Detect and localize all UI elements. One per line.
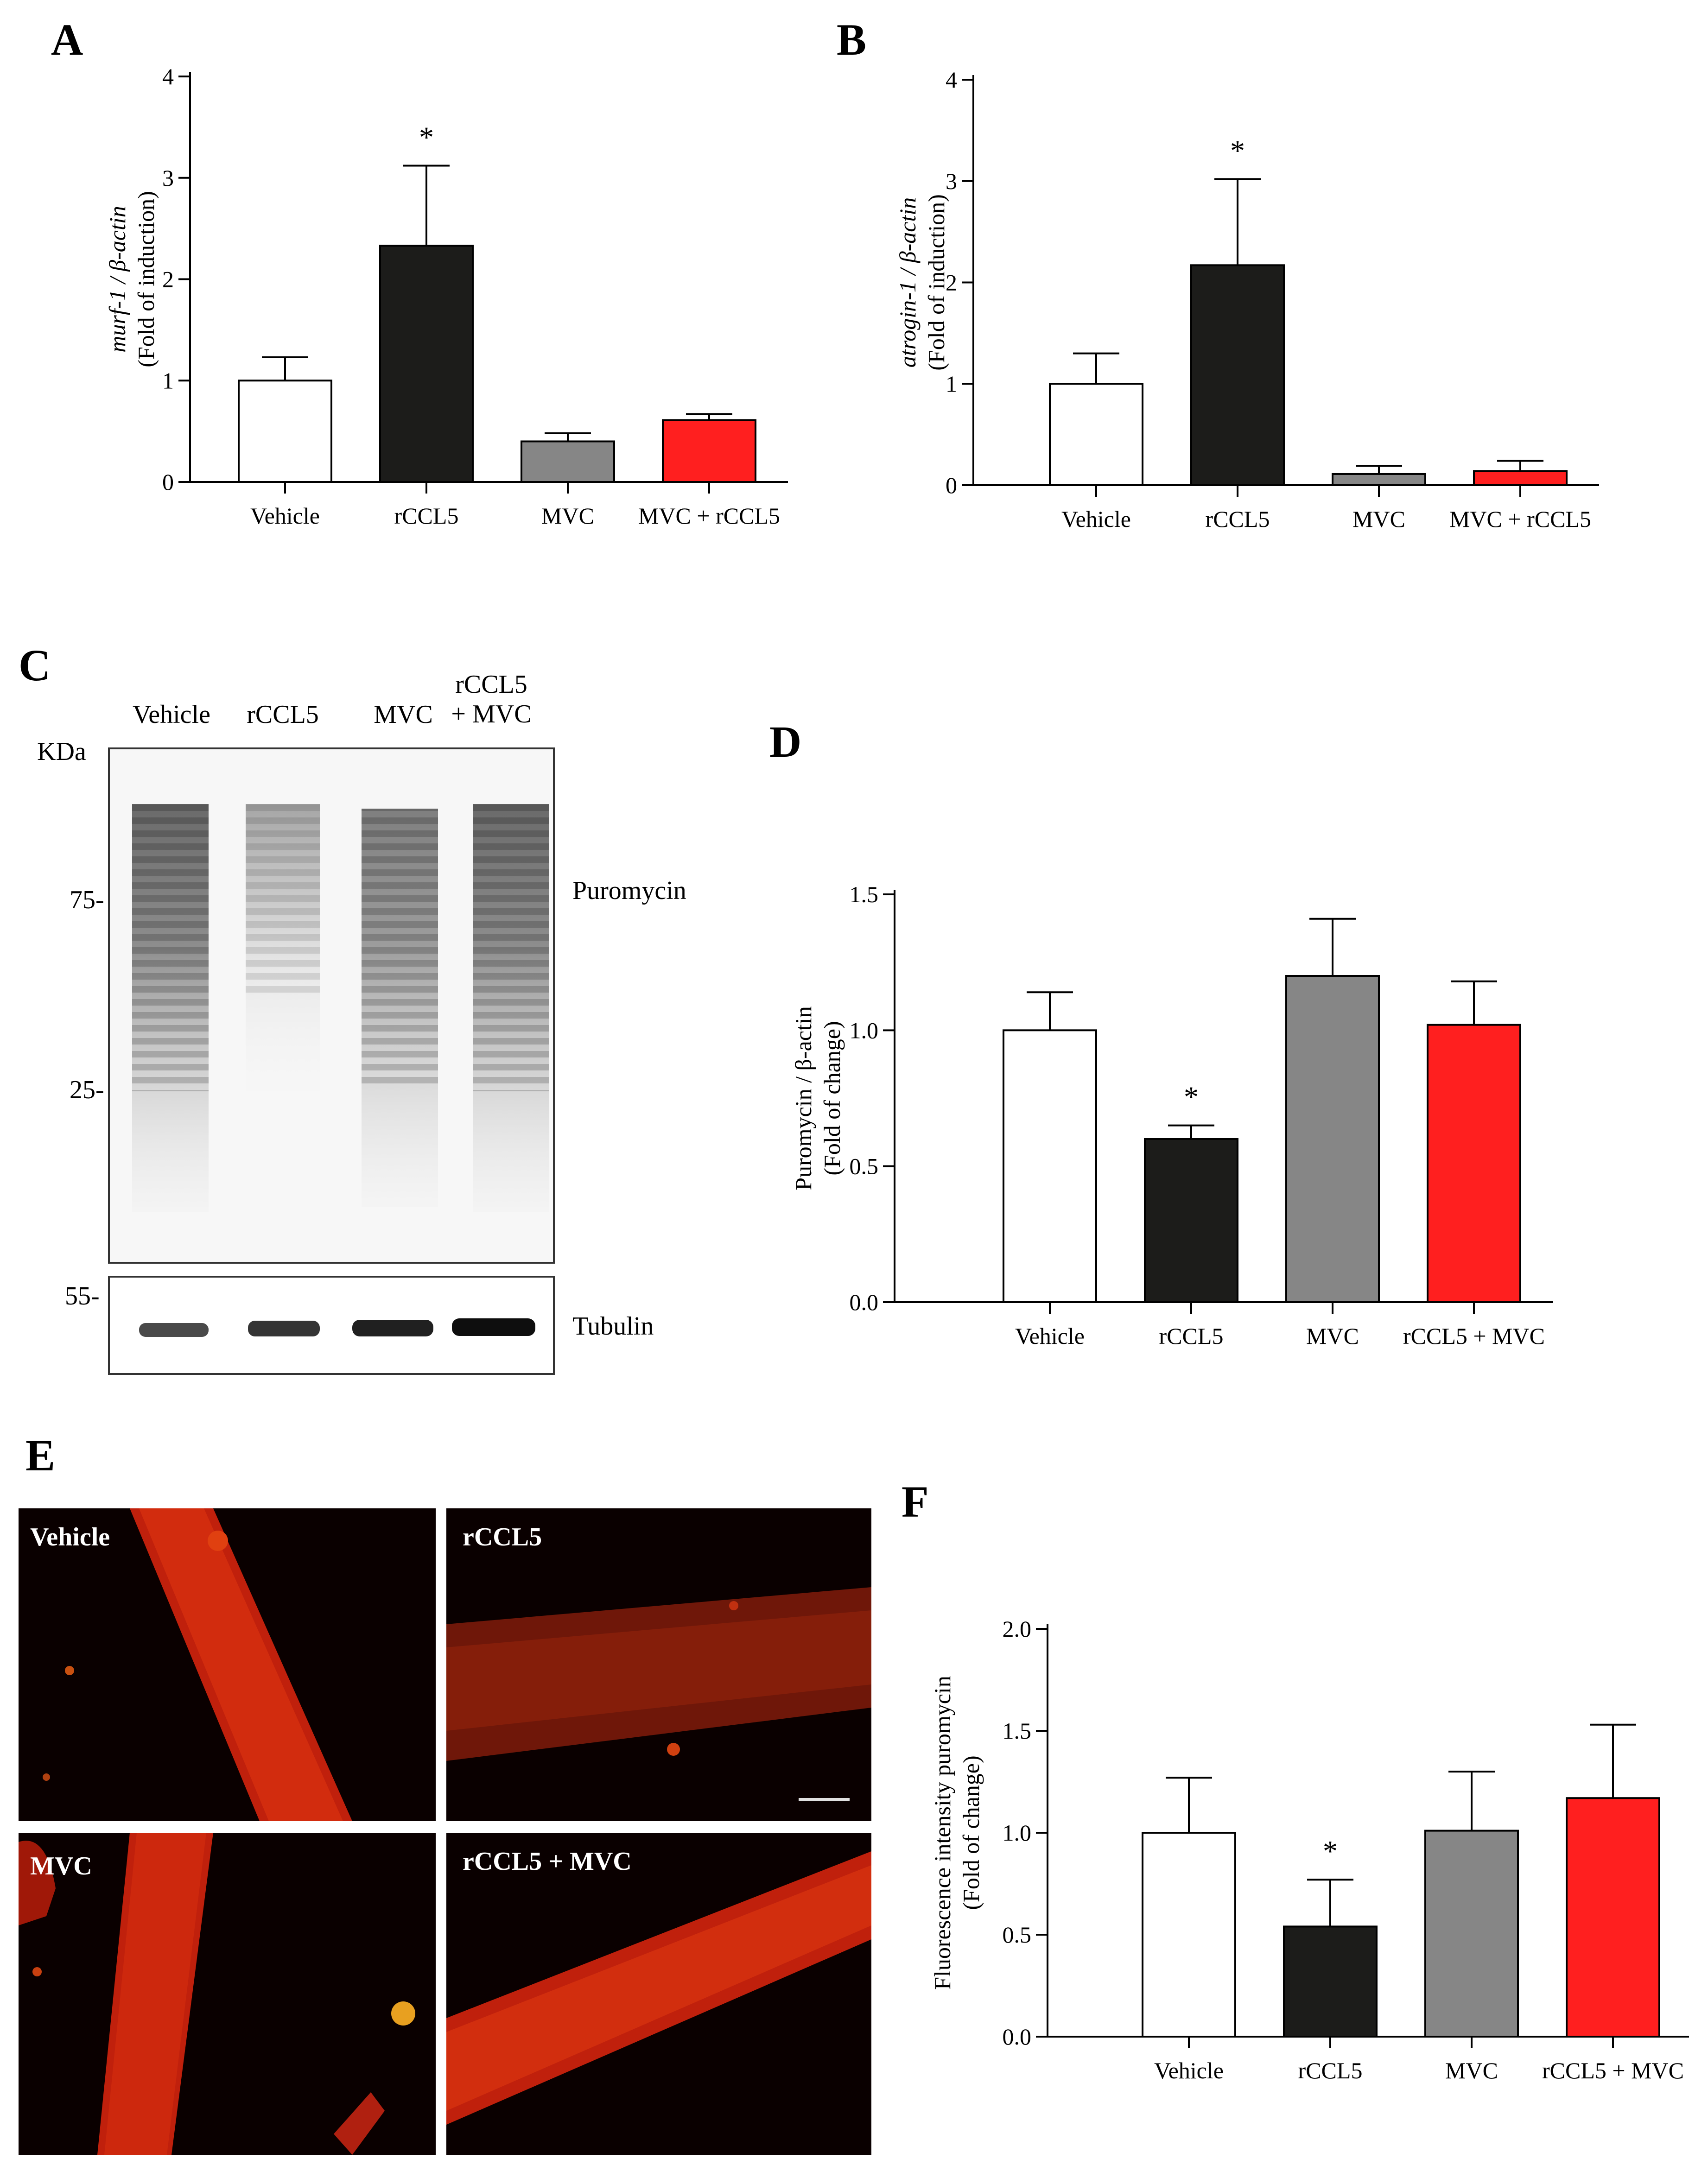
chart-a-xtick-label: MVC + rCCL5 [638, 503, 780, 529]
chart-f-bar-rccl5 [1283, 1925, 1378, 2038]
micrograph-rccl5: rCCL5 [446, 1508, 871, 1821]
blot-lane-label-vehicle: Vehicle [133, 700, 210, 729]
chart-b-significance-star: * [1230, 134, 1245, 167]
chart-f-ytick-label: 0.0 [1003, 2024, 1032, 2050]
chart-d-ytick-label: 1.5 [850, 881, 879, 907]
chart-a-ytick-label: 1 [162, 367, 174, 393]
chart-d-bar-mvc [1285, 975, 1380, 1303]
chart-f-ylabel-bottom: (Fold of change) [958, 1755, 984, 1910]
chart-d-bar-vehicle [1003, 1029, 1097, 1303]
chart-d-bar-rccl5-mvc [1427, 1024, 1521, 1304]
blot-lane-label-combo: rCCL5 + MVC [451, 670, 532, 728]
chart-b-ylabel-top: atrogin-1 / β-actin [895, 197, 921, 367]
chart-b-xtick-label: MVC [1352, 506, 1405, 532]
micrograph-rccl5-image [446, 1508, 871, 1821]
chart-a-significance-star: * [419, 121, 434, 154]
chart-b-ytick-label: 0 [946, 472, 957, 498]
chart-d-xtick-label: rCCL5 [1159, 1323, 1224, 1349]
chart-d-ytick-label: 1.0 [850, 1017, 879, 1043]
chart-f-xtick-label: rCCL5 [1298, 2057, 1363, 2083]
chart-f-ytick-label: 1.5 [1003, 1718, 1032, 1744]
blot-marker-55: 55- [65, 1282, 100, 1310]
chart-f-significance-star: * [1323, 1835, 1338, 1867]
chart-a-xtick-label: MVC [541, 503, 594, 529]
micrograph-combo: rCCL5 + MVC [446, 1833, 871, 2155]
chart-a-ytick-label: 0 [162, 469, 174, 495]
blot-lane-label-rccl5: rCCL5 [247, 700, 319, 729]
chart-d-xtick-label: Vehicle [1015, 1323, 1085, 1349]
blot-lane-label-mvc: MVC [374, 700, 433, 729]
panel-letter-f: F [902, 1477, 929, 1526]
chart-a-ytick-label: 4 [162, 63, 174, 89]
micrograph-label-combo: rCCL5 + MVC [463, 1847, 632, 1876]
chart-f-bar-vehicle [1142, 1832, 1236, 2038]
chart-d-ylabel-bottom: (Fold of change) [819, 1021, 845, 1175]
blot-kda-label: KDa [37, 737, 86, 766]
chart-d-ylabel-top: Puromycin / β-actin [790, 1006, 816, 1190]
chart-b-bar-mvc [1332, 473, 1426, 486]
panel-letter-e: E [25, 1431, 56, 1480]
chart-b-xtick-label: rCCL5 [1206, 506, 1270, 532]
chart-b-xtick-label: MVC + rCCL5 [1449, 506, 1591, 532]
chart-b-ytick-label: 3 [946, 168, 957, 194]
panel-letter-d: D [769, 717, 802, 766]
chart-d-xtick-label: MVC [1306, 1323, 1359, 1349]
chart-f-ylabel-top: Fluorescence intensity puromycin [929, 1676, 955, 1990]
chart-f-xtick-label: rCCL5 + MVC [1542, 2057, 1684, 2083]
micrograph-vehicle: Vehicle [19, 1508, 436, 1821]
micrograph-mvc: MVC [19, 1833, 436, 2155]
blot-label-tubulin: Tubulin [572, 1312, 654, 1341]
micrograph-label-mvc: MVC [30, 1852, 92, 1880]
chart-a-xtick-label: Vehicle [250, 503, 320, 529]
chart-f-ytick-label: 1.0 [1003, 1820, 1032, 1846]
micrograph-label-rccl5: rCCL5 [463, 1523, 542, 1551]
chart-a-xtick-label: rCCL5 [394, 503, 459, 529]
chart-f-xtick-label: MVC [1445, 2057, 1498, 2083]
micrograph-vehicle-image [19, 1508, 436, 1821]
chart-a-bar-mvc [521, 440, 615, 483]
chart-a-bar-rccl5 [379, 245, 474, 483]
chart-b-xtick-label: Vehicle [1061, 506, 1131, 532]
chart-a-ytick-label: 3 [162, 165, 174, 191]
chart-f-ytick-label: 0.5 [1003, 1922, 1032, 1948]
micrograph-mvc-image [19, 1833, 436, 2155]
chart-b-ytick-label: 2 [946, 270, 957, 296]
chart-a-bar-mvc-rccl5 [662, 419, 756, 483]
chart-f-bar-mvc [1424, 1829, 1519, 2038]
chart-d-significance-star: * [1184, 1081, 1199, 1114]
chart-f-ytick-label: 2.0 [1003, 1616, 1032, 1642]
chart-b-ylabel-bottom: (Fold of induction) [923, 194, 949, 371]
chart-d-bar-rccl5 [1144, 1138, 1238, 1303]
blot-label-puromycin: Puromycin [572, 876, 686, 905]
chart-b-ytick-label: 4 [946, 67, 957, 93]
chart-a-ylabel-bottom: (Fold of induction) [133, 191, 159, 367]
micrograph-combo-image [446, 1833, 871, 2155]
chart-b-ytick-label: 1 [946, 371, 957, 397]
panel-letter-c: C [19, 640, 51, 690]
chart-a-ylabel-top: murf-1 / β-actin [104, 206, 130, 353]
chart-f-bar-rccl5-mvc [1566, 1797, 1660, 2038]
micrograph-label-vehicle: Vehicle [30, 1523, 110, 1551]
chart-b-bar-rccl5 [1190, 264, 1285, 486]
panel-letter-b: B [837, 15, 867, 64]
chart-d-ytick-label: 0.5 [850, 1153, 879, 1179]
blot-marker-25: 25- [70, 1076, 104, 1104]
panel-letter-a: A [51, 15, 83, 64]
chart-f-xtick-label: Vehicle [1154, 2057, 1224, 2083]
blot-marker-75: 75- [70, 886, 104, 914]
chart-d-xtick-label: rCCL5 + MVC [1403, 1323, 1545, 1349]
chart-a-ytick-label: 2 [162, 266, 174, 292]
chart-d-ytick-label: 0.0 [850, 1289, 879, 1315]
chart-b-bar-vehicle [1049, 383, 1143, 486]
